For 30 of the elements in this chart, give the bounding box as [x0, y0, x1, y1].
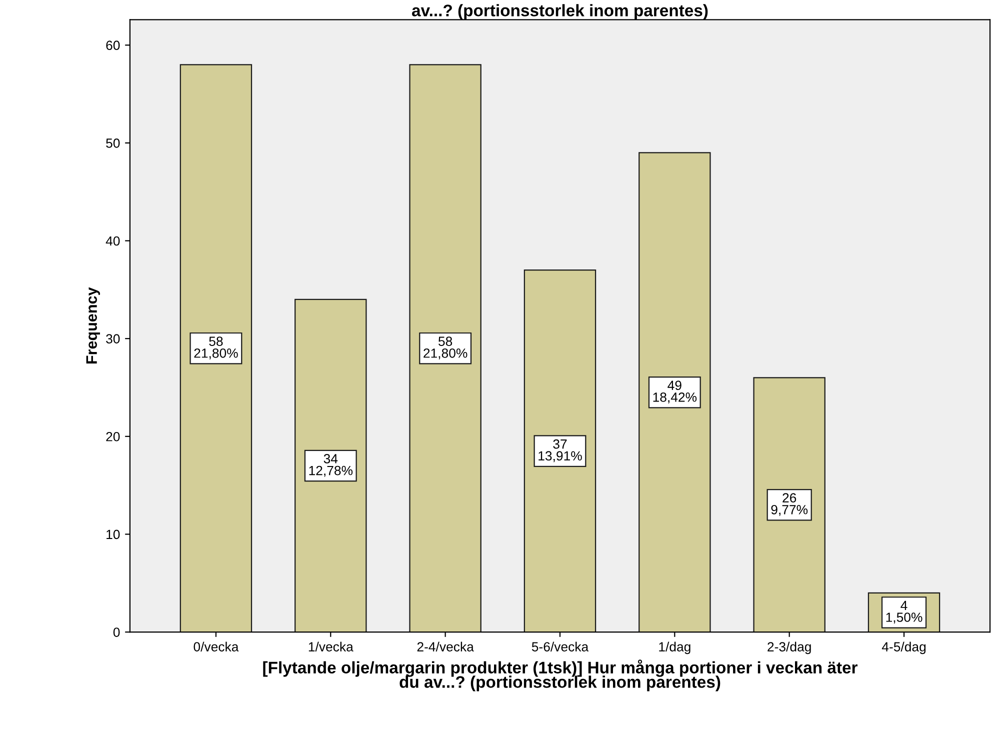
x-tick-label: 2-3/dag — [768, 642, 811, 654]
y-axis-title: Frequency — [86, 287, 100, 364]
data-label: 34 12,78% — [309, 454, 353, 477]
data-label: 58 21,80% — [424, 336, 468, 360]
x-tick-label: 1/dag — [659, 642, 690, 654]
x-tick-label: 4-5/dag — [882, 642, 926, 654]
bar — [753, 377, 826, 632]
data-label: 58 21,80% — [194, 336, 238, 360]
x-tick-label: 5-6/vecka — [532, 642, 589, 652]
x-tick-label: 2-4/vecka — [417, 642, 474, 652]
bar — [524, 270, 596, 632]
data-label: 26 9,77% — [771, 493, 808, 516]
y-tick-label: 30 — [106, 334, 120, 344]
y-tick-label: 40 — [106, 236, 120, 246]
y-tick-label: 20 — [106, 432, 120, 442]
x-axis-title: [Flytande olje/margarin produkter (1tsk)] Hur många portioner i veckan äter du av...? (portionsstorlek inom parentes) — [263, 660, 858, 692]
data-label: 49 18,42% — [653, 380, 697, 404]
chart-title: av...? (portionsstorlek inom parentes) — [412, 4, 708, 20]
bar — [294, 298, 367, 632]
data-label: 37 13,91% — [538, 439, 582, 462]
bar — [638, 152, 711, 632]
bar — [180, 64, 252, 632]
y-tick-label: 10 — [106, 530, 120, 540]
y-tick-label: 50 — [106, 138, 120, 148]
y-tick-label: 60 — [106, 40, 120, 50]
y-tick-label: 0 — [113, 628, 120, 637]
x-tick-label: 1/vecka — [308, 642, 354, 652]
bar — [409, 64, 482, 632]
x-tick-label: 0/vecka — [194, 642, 239, 652]
data-label: 4 1,50% — [886, 600, 922, 624]
